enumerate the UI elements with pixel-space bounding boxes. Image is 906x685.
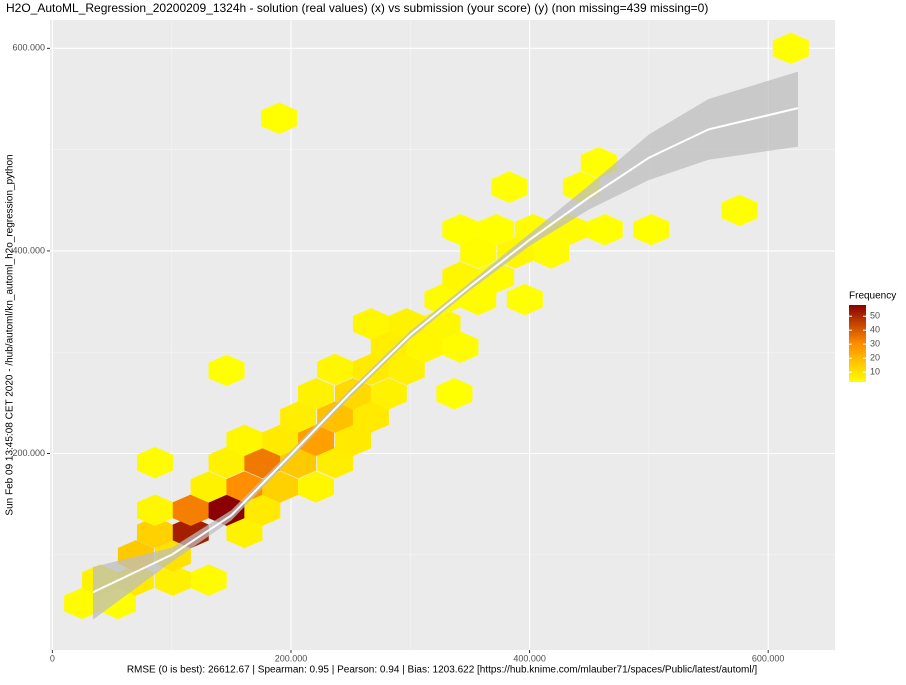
hexbin bbox=[317, 446, 354, 479]
y-tick-label: 400.000 bbox=[12, 245, 45, 255]
hexbin bbox=[317, 353, 354, 386]
x-tick-label: 0 bbox=[50, 653, 55, 663]
hexbin bbox=[388, 353, 425, 386]
hexbin bbox=[442, 331, 479, 363]
hexbin bbox=[772, 32, 809, 65]
hexbin bbox=[370, 378, 407, 410]
hexbin bbox=[442, 213, 479, 246]
hexbin bbox=[64, 587, 101, 620]
hexbin bbox=[154, 564, 191, 596]
hexbin bbox=[298, 378, 335, 410]
hexbin bbox=[586, 213, 623, 246]
x-tick-label: 400.000 bbox=[513, 653, 546, 663]
hexbin bbox=[478, 213, 515, 246]
hexbin bbox=[491, 171, 528, 203]
hexbin bbox=[406, 331, 443, 363]
y-tick-label: 600.000 bbox=[12, 43, 45, 53]
hexbin bbox=[298, 424, 335, 457]
hexbin bbox=[298, 471, 335, 503]
legend-title: Frequency bbox=[849, 291, 896, 302]
hexbin bbox=[208, 494, 245, 526]
smooth-line bbox=[92, 107, 799, 594]
hexbin bbox=[226, 424, 263, 457]
hexbin bbox=[172, 494, 209, 526]
y-axis-label: Sun Feb 09 13:45:08 CET 2020 - /hub/auto… bbox=[5, 154, 16, 515]
y-tick-label: 200.000 bbox=[12, 448, 45, 458]
hexbin bbox=[136, 494, 173, 526]
hexbin bbox=[262, 424, 299, 457]
legend-label: 20 bbox=[870, 353, 880, 363]
legend-label: 10 bbox=[870, 367, 880, 377]
hexbin bbox=[721, 194, 758, 227]
hexbin bbox=[226, 516, 263, 549]
legend-label: 50 bbox=[870, 311, 880, 321]
hexbin bbox=[136, 516, 173, 549]
x-axis-label: RMSE (0 is best): 26612.67 | Spearman: 0… bbox=[127, 665, 758, 676]
hexbin bbox=[208, 354, 245, 387]
hexbin bbox=[280, 401, 317, 433]
hexbin bbox=[261, 102, 298, 134]
hexbin bbox=[136, 446, 173, 479]
hexbin bbox=[533, 237, 570, 269]
hexbin bbox=[460, 237, 497, 269]
hexbin bbox=[352, 308, 389, 340]
x-tick-label: 200.000 bbox=[275, 653, 308, 663]
confidence-band bbox=[92, 71, 799, 620]
hexbin bbox=[506, 283, 543, 316]
hexbin bbox=[370, 331, 407, 363]
hexbin bbox=[633, 213, 670, 246]
chart-title: H2O_AutoML_Regression_20200209_1324h - s… bbox=[6, 1, 708, 15]
x-tick-label: 600.000 bbox=[752, 653, 785, 663]
hexbin bbox=[262, 471, 299, 503]
hexbin bbox=[244, 494, 281, 526]
hexbin bbox=[436, 378, 473, 410]
hexbin bbox=[190, 564, 227, 596]
hexbin bbox=[335, 424, 372, 457]
hexbin bbox=[424, 283, 461, 316]
legend-label: 30 bbox=[870, 339, 880, 349]
hexbin bbox=[352, 401, 389, 433]
hexbin bbox=[190, 471, 227, 503]
hexbin bbox=[208, 446, 245, 479]
hexbin bbox=[317, 401, 354, 433]
hexbin bbox=[460, 283, 497, 316]
legend-colorbar bbox=[849, 305, 866, 382]
legend-label: 40 bbox=[870, 325, 880, 335]
